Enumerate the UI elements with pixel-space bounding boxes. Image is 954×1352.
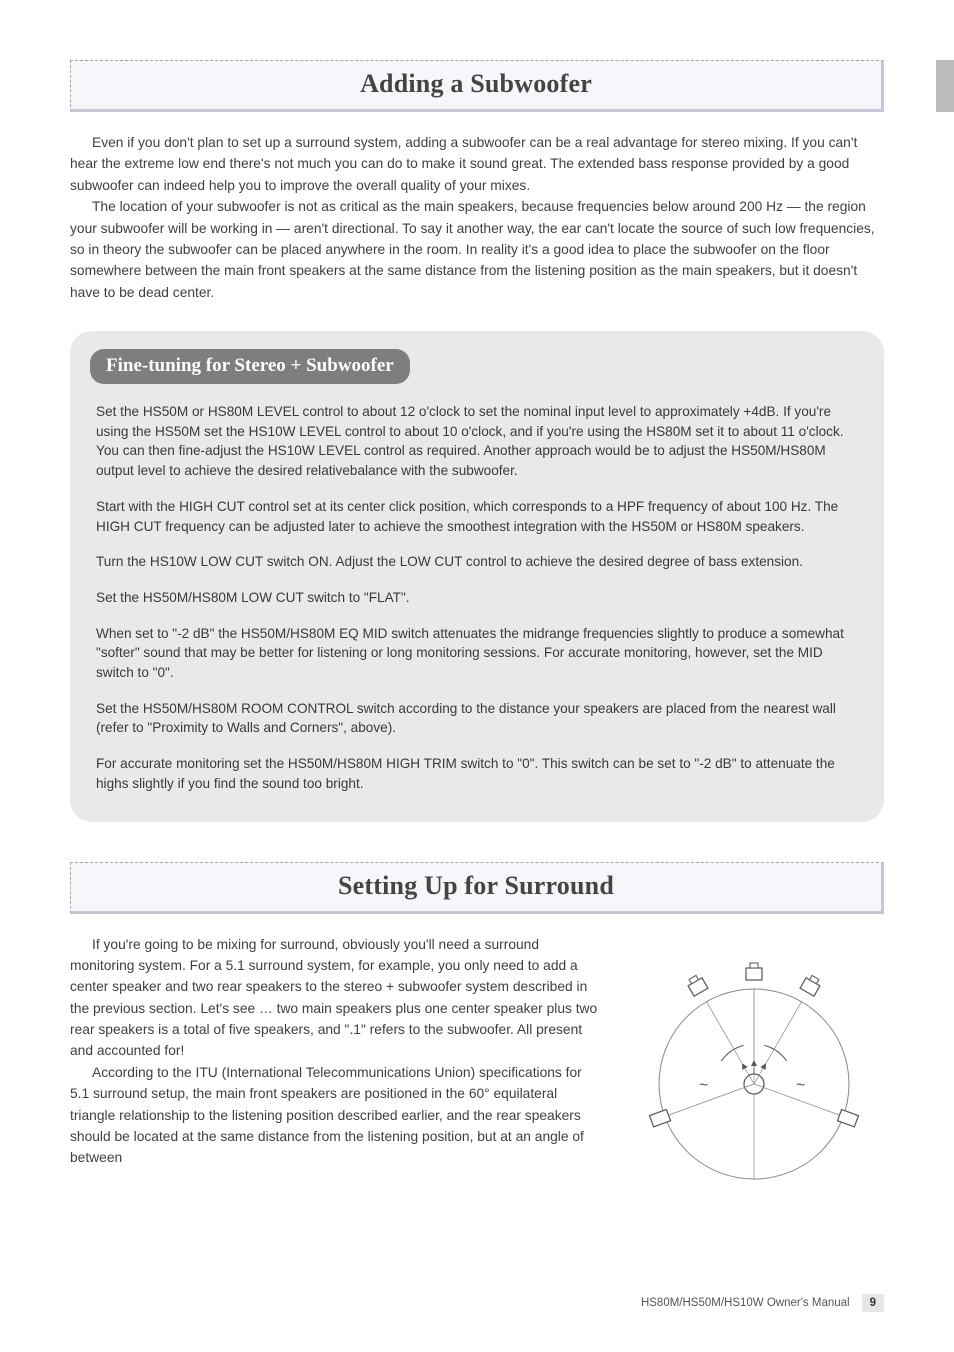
para: The location of your subwoofer is not as… — [70, 196, 884, 303]
callout-item: Set the HS50M/HS80M ROOM CONTROL switch … — [96, 699, 858, 738]
svg-text:~: ~ — [699, 1077, 708, 1094]
section-title: Adding a Subwoofer — [71, 69, 881, 99]
para: Even if you don't plan to set up a surro… — [70, 132, 884, 196]
section-banner-subwoofer: Adding a Subwoofer — [70, 60, 884, 112]
para: If you're going to be mixing for surroun… — [70, 934, 604, 1062]
callout-fine-tuning: Fine-tuning for Stereo + Subwoofer Set t… — [70, 331, 884, 822]
section1-body: Even if you don't plan to set up a surro… — [70, 132, 884, 303]
callout-title: Fine-tuning for Stereo + Subwoofer — [90, 349, 410, 384]
page-edge-tab — [936, 60, 954, 112]
section2-body: If you're going to be mixing for surroun… — [70, 934, 604, 1169]
callout-item: Set the HS50M or HS80M LEVEL control to … — [96, 402, 858, 481]
para: According to the ITU (International Tele… — [70, 1062, 604, 1169]
callout-item: When set to "-2 dB" the HS50M/HS80M EQ M… — [96, 624, 858, 683]
surround-layout-diagram: ~~ — [624, 934, 884, 1234]
callout-item: Turn the HS10W LOW CUT switch ON. Adjust… — [96, 552, 858, 572]
callout-item: For accurate monitoring set the HS50M/HS… — [96, 754, 858, 793]
callout-item: Set the HS50M/HS80M LOW CUT switch to "F… — [96, 588, 858, 608]
page-number: 9 — [862, 1294, 884, 1312]
section-banner-surround: Setting Up for Surround — [70, 862, 884, 914]
section-title: Setting Up for Surround — [71, 871, 881, 901]
page-footer: HS80M/HS50M/HS10W Owner's Manual 9 — [70, 1294, 884, 1312]
callout-item: Start with the HIGH CUT control set at i… — [96, 497, 858, 536]
doc-title: HS80M/HS50M/HS10W Owner's Manual — [641, 1297, 850, 1309]
svg-text:~: ~ — [796, 1077, 805, 1094]
